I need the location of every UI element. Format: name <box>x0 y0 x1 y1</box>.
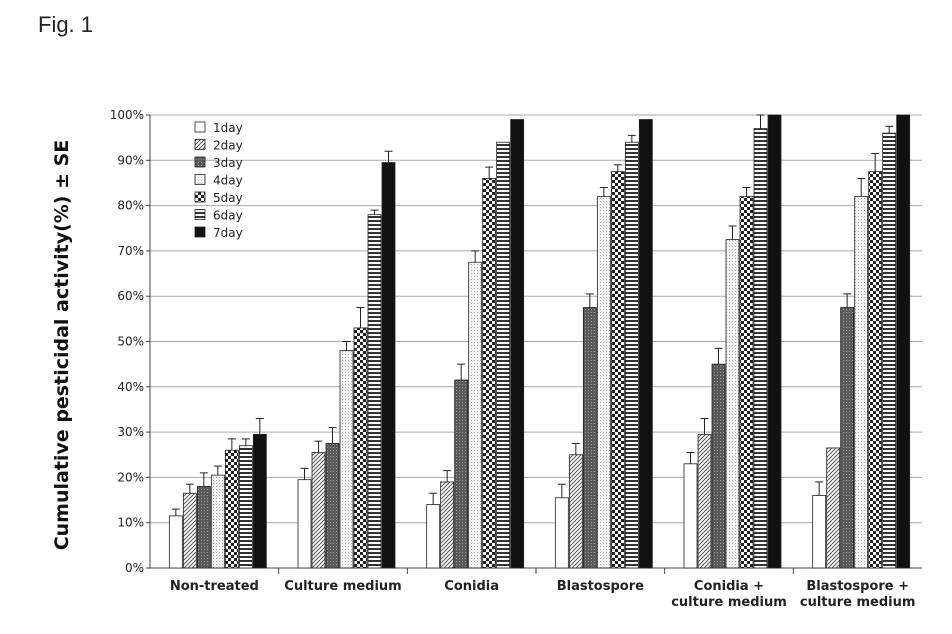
legend-swatch <box>195 140 205 150</box>
bar-5day <box>354 328 367 568</box>
bar-5day <box>611 172 624 568</box>
legend-label: 7day <box>213 226 243 240</box>
bar-2day <box>183 493 196 568</box>
bar-3day <box>583 308 596 568</box>
bar-1day <box>169 516 182 568</box>
bar-6day <box>239 446 252 568</box>
legend-label: 2day <box>213 139 243 153</box>
category-label: Blastospore +culture medium <box>800 579 916 610</box>
category-label: Conidia +culture medium <box>671 579 787 610</box>
category-label: Blastospore <box>557 579 644 594</box>
legend-label: 5day <box>213 191 243 205</box>
bar-7day <box>639 120 652 568</box>
category-label: Conidia <box>444 579 499 594</box>
legend-swatch <box>195 210 205 220</box>
y-tick-label: 0% <box>125 561 144 575</box>
legend-swatch <box>195 157 205 167</box>
bar-3day <box>455 380 468 568</box>
bar-7day <box>253 434 266 568</box>
bar-6day <box>754 129 767 568</box>
bar-5day <box>225 450 238 568</box>
bar-7day <box>768 115 781 568</box>
y-axis-title: Cumulative pesticidal activity(%) ± SE <box>51 140 73 551</box>
bar-1day <box>555 498 568 568</box>
y-tick-label: 10% <box>117 516 144 530</box>
bar-5day <box>740 197 753 568</box>
legend-swatch <box>195 175 205 185</box>
y-tick-label: 60% <box>117 289 144 303</box>
bar-4day <box>469 262 482 568</box>
bar-3day <box>841 308 854 568</box>
legend-label: 1day <box>213 121 243 135</box>
y-tick-label: 80% <box>117 199 144 213</box>
bar-7day <box>382 163 395 568</box>
bar-4day <box>597 197 610 568</box>
y-tick-label: 100% <box>110 108 144 122</box>
bar-6day <box>883 133 896 568</box>
legend: 1day 2day 3day 4day 5day 6day 7day <box>195 121 243 240</box>
legend-swatch <box>195 192 205 202</box>
bar-4day <box>855 197 868 568</box>
bar-3day <box>326 443 339 568</box>
y-tick-label: 50% <box>117 335 144 349</box>
bar-7day <box>897 115 910 568</box>
bar-1day <box>298 480 311 568</box>
y-tick-label: 70% <box>117 244 144 258</box>
bar-2day <box>698 434 711 568</box>
bar-2day <box>569 455 582 568</box>
y-tick-label: 20% <box>117 470 144 484</box>
y-tick-label: 40% <box>117 380 144 394</box>
bar-3day <box>197 486 210 568</box>
bar-3day <box>712 364 725 568</box>
bar-1day <box>813 496 826 568</box>
bar-6day <box>368 215 381 568</box>
category-label: Non-treated <box>170 579 259 594</box>
bar-4day <box>340 351 353 568</box>
bar-6day <box>497 142 510 568</box>
bar-1day <box>684 464 697 568</box>
bar-4day <box>211 475 224 568</box>
bar-4day <box>726 240 739 568</box>
legend-label: 3day <box>213 156 243 170</box>
bar-5day <box>483 178 496 568</box>
legend-label: 6day <box>213 209 243 223</box>
bar-2day <box>827 448 840 568</box>
bar-7day <box>511 120 524 568</box>
y-tick-label: 90% <box>117 153 144 167</box>
bar-2day <box>441 482 454 568</box>
bar-1day <box>427 505 440 568</box>
bar-5day <box>869 172 882 568</box>
legend-swatch <box>195 122 205 132</box>
legend-label: 4day <box>213 174 243 188</box>
bar-2day <box>312 452 325 568</box>
bar-6day <box>625 142 638 568</box>
category-label: Culture medium <box>284 579 401 594</box>
y-tick-label: 30% <box>117 425 144 439</box>
bar-chart: 0% 10% 20% 30% 40% 50% 60% 70% 80% 90% 100% Non-tre… <box>0 0 952 634</box>
legend-swatch <box>195 227 205 237</box>
